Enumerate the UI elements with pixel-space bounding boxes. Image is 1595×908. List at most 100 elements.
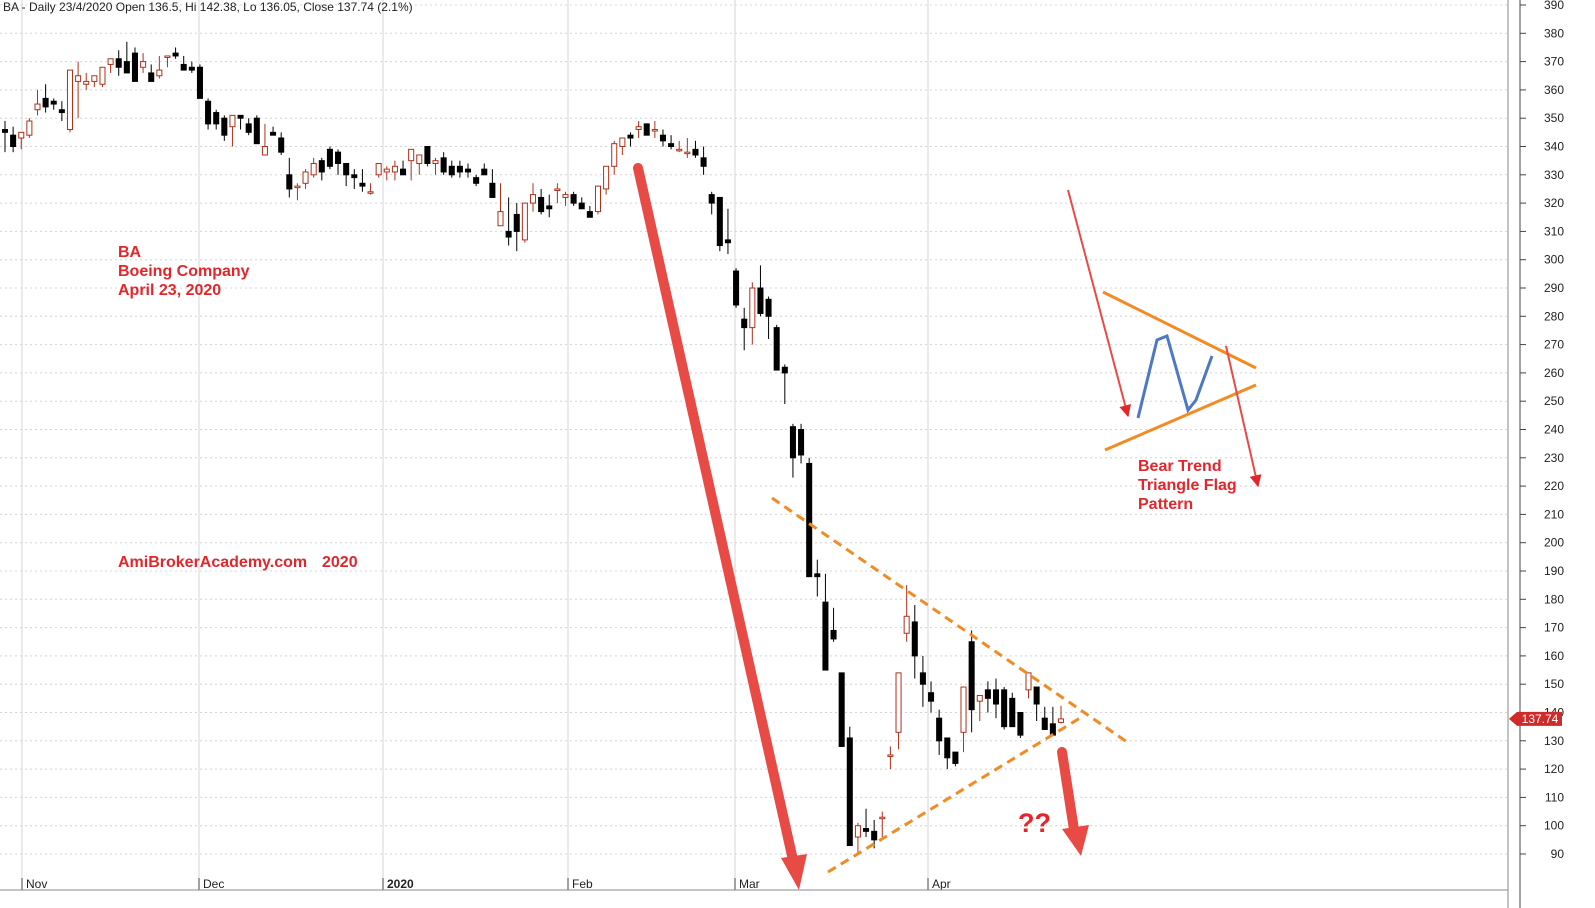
candle-body-101: [822, 601, 829, 671]
candle-body-22: [180, 63, 187, 71]
candle-12: [99, 66, 106, 88]
candle-114: [928, 681, 935, 713]
candle-77: [627, 132, 634, 147]
candle-body-13: [107, 58, 114, 65]
y-tick-label-370: 370: [1544, 55, 1564, 69]
candle-body-1: [10, 134, 17, 147]
candle-body-17: [140, 61, 147, 68]
candle-body-71: [578, 202, 585, 210]
candle-98: [798, 423, 805, 464]
x-tick-label-3: Feb: [572, 877, 593, 891]
candle-body-106: [863, 828, 870, 832]
candle-90: [733, 268, 740, 308]
y-tick-label-270: 270: [1544, 338, 1564, 352]
candle-119: [968, 630, 975, 733]
candle-110: [895, 672, 902, 750]
y-tick-label-250: 250: [1544, 394, 1564, 408]
candle-34: [278, 132, 285, 155]
candle-73: [594, 185, 602, 215]
pattern-illustration: [1067, 189, 1262, 488]
candle-body-99: [806, 462, 813, 578]
candle-50: [408, 148, 415, 181]
candle-78: [635, 121, 642, 139]
candle-body-36: [294, 185, 301, 189]
candle-body-53: [432, 160, 439, 164]
candle-66: [538, 188, 545, 215]
candle-67: [546, 194, 553, 218]
candle-body-117: [952, 751, 959, 764]
candle-27: [221, 115, 228, 141]
y-tick-label-160: 160: [1544, 649, 1564, 663]
candle-body-55: [448, 165, 455, 176]
candle-30: [245, 118, 252, 136]
y-tick-label-170: 170: [1544, 621, 1564, 635]
candle-body-51: [416, 154, 423, 164]
y-tick-label-300: 300: [1544, 253, 1564, 267]
candle-29: [237, 114, 244, 130]
candle-body-35: [286, 174, 293, 190]
candle-body-16: [131, 52, 138, 82]
candle-body-76: [619, 137, 626, 147]
candle-body-3: [26, 120, 33, 136]
candle-body-44: [359, 182, 366, 187]
candle-61: [497, 183, 504, 227]
candle-body-89: [724, 239, 731, 244]
y-tick-label-350: 350: [1544, 111, 1564, 125]
site-label: AmiBrokerAcademy.com: [118, 554, 307, 571]
y-tick-label-200: 200: [1544, 536, 1564, 550]
candle-body-80: [651, 129, 658, 132]
candle-111: [903, 585, 910, 642]
candle-body-14: [115, 58, 122, 68]
y-tick-label-180: 180: [1544, 592, 1564, 606]
candle-85: [692, 140, 699, 158]
stock-symbol-label: BA: [118, 244, 142, 261]
candle-body-123: [1001, 689, 1008, 728]
date-label: April 23, 2020: [118, 282, 221, 299]
candle-69: [562, 191, 569, 206]
candle-55: [448, 160, 455, 178]
candle-120: [976, 695, 983, 721]
candle-126: [1025, 672, 1032, 699]
candle-1: [10, 126, 17, 153]
x-tick-label-2: 2020: [387, 877, 414, 891]
candle-52: [424, 146, 431, 167]
candle-97: [789, 423, 796, 478]
pattern-label-line1: Bear Trend: [1138, 458, 1222, 475]
candle-body-122: [992, 689, 1000, 705]
candle-123: [1001, 687, 1008, 730]
candle-96: [781, 364, 788, 405]
candle-body-64: [521, 202, 528, 241]
candle-body-83: [676, 148, 683, 152]
candle-body-85: [692, 148, 699, 156]
candle-22: [180, 55, 187, 71]
candle-body-125: [1017, 712, 1024, 736]
candle-103: [838, 672, 845, 747]
y-tick-label-220: 220: [1544, 479, 1564, 493]
candle-109: [887, 746, 894, 770]
candle-body-6: [50, 100, 57, 105]
candle-body-128: [1041, 717, 1048, 730]
candle-body-45: [367, 191, 374, 194]
y-tick-label-100: 100: [1544, 819, 1564, 833]
candle-25: [205, 98, 212, 130]
candle-88: [716, 196, 723, 252]
y-tick-label-340: 340: [1544, 140, 1564, 154]
y-tick-label-130: 130: [1544, 734, 1564, 748]
candle-41: [335, 149, 342, 175]
candle-3: [26, 118, 33, 139]
candle-body-109: [887, 754, 894, 757]
pattern-label-line2: Triangle Flag: [1138, 477, 1237, 494]
candle-body-52: [424, 146, 431, 164]
candle-body-93: [757, 287, 764, 314]
candle-body-126: [1025, 672, 1032, 691]
y-tick-label-120: 120: [1544, 762, 1564, 776]
y-tick-label-310: 310: [1544, 224, 1564, 238]
candle-body-11: [91, 75, 98, 82]
candle-body-118: [960, 686, 967, 733]
y-tick-label-90: 90: [1551, 847, 1565, 861]
candle-80: [651, 121, 658, 139]
candle-44: [359, 169, 366, 192]
candle-76: [619, 137, 626, 155]
candle-body-59: [481, 168, 488, 176]
